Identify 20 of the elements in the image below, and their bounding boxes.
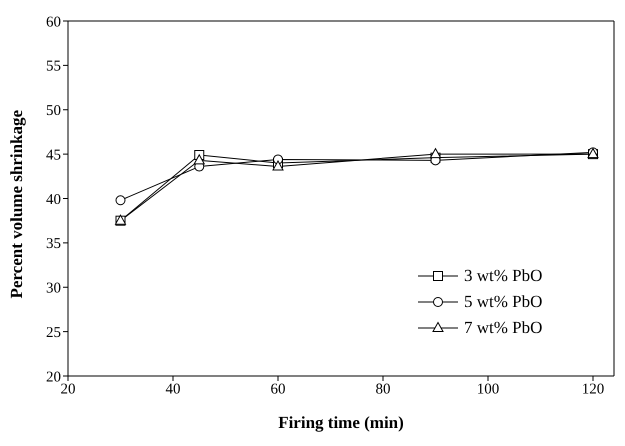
y-tick-label: 50 [46,103,61,120]
x-tick-label: 40 [166,382,180,398]
legend-label: 5 wt% PbO [464,291,542,313]
y-tick-label: 25 [46,324,61,341]
y-tick-label: 30 [46,280,61,297]
y-tick-label: 40 [46,192,61,208]
legend-label: 7 wt% PbO [464,317,542,339]
y-tick-label: 60 [46,14,61,30]
legend-label: 3 wt% PbO [464,265,542,287]
y-tick-label: 45 [46,147,61,164]
x-axis-title: Firing time (min) [278,413,404,432]
y-tick-label: 20 [46,369,61,386]
x-tick-label: 20 [60,382,76,398]
x-tick-label: 100 [476,382,500,398]
x-tick-label: 120 [582,382,604,398]
x-tick-label: 60 [270,382,286,398]
x-tick-label: 80 [376,382,390,398]
y-tick-label: 35 [46,236,61,252]
y-tick-label: 55 [46,58,61,75]
y-axis-title: Percent volume shrinkage [7,109,26,298]
